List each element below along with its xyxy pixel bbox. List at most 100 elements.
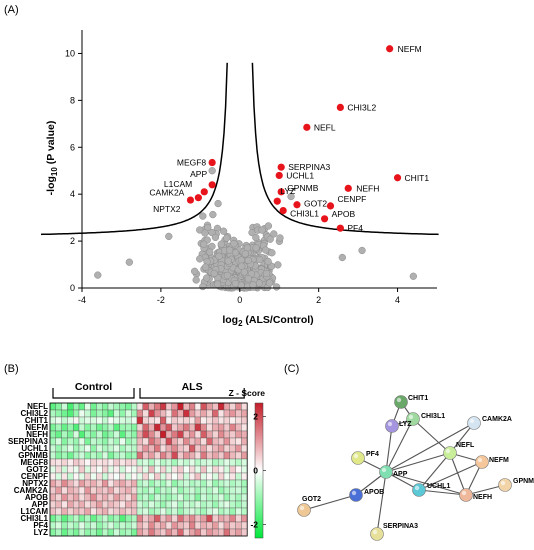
significant-point [279, 207, 287, 215]
heatmap-cell [229, 409, 236, 418]
heatmap-cell [96, 423, 103, 432]
heatmap-cell [78, 528, 85, 537]
heatmap-cell [90, 423, 97, 432]
data-point [409, 272, 417, 280]
heatmap-cell [206, 528, 213, 537]
heatmap-cell [212, 444, 219, 453]
heatmap-cell [206, 437, 213, 446]
heatmap-cell [90, 444, 97, 453]
heatmap-cell [125, 472, 132, 481]
data-point [255, 279, 264, 287]
heatmap-cell [102, 507, 109, 516]
network-edge [418, 461, 483, 491]
network-node [297, 503, 311, 517]
data-point [201, 229, 209, 237]
heatmap-cell [73, 465, 80, 474]
heatmap-cell [49, 444, 56, 453]
data-point [209, 210, 217, 219]
heatmap-cell [235, 409, 242, 418]
heatmap-cell [142, 458, 149, 467]
heatmap-border [49, 402, 248, 537]
heatmap-cell [125, 521, 132, 530]
heatmap-cell [160, 451, 167, 460]
heatmap-cell [200, 493, 207, 502]
heatmap-cell [55, 521, 62, 530]
heatmap-cell [142, 451, 149, 460]
data-point [238, 262, 246, 270]
heatmap-cell [78, 402, 85, 411]
heatmap-cell [55, 409, 62, 418]
heatmap-cell [67, 465, 74, 474]
heatmap-cell [206, 507, 213, 516]
heatmap-cell [183, 479, 190, 488]
heatmap-cell [96, 528, 103, 537]
heatmap-cell [223, 451, 230, 460]
heatmap-cell [229, 465, 236, 474]
heatmap-cell [107, 486, 114, 495]
heatmap-cell [78, 451, 85, 460]
heatmap-cell [183, 528, 190, 537]
heatmap-cell [223, 528, 230, 537]
heatmap-cell [241, 514, 248, 523]
heatmap-cell [73, 500, 80, 509]
network-edge [385, 471, 467, 496]
heatmap-cell [102, 486, 109, 495]
heatmap-cell [142, 444, 149, 453]
heatmap-cell [206, 514, 213, 523]
heatmap-cell [84, 500, 91, 509]
heatmap-cell [73, 423, 80, 432]
point-label: MEGF8 [177, 158, 207, 168]
heatmap-cell [67, 479, 74, 488]
heatmap-cell [241, 528, 248, 537]
heatmap-cell [223, 444, 230, 453]
heatmap-cell [189, 528, 196, 537]
heatmap-cell [154, 514, 161, 523]
heatmap-cell [165, 423, 172, 432]
heatmap-cell [67, 409, 74, 418]
heatmap-cell [206, 521, 213, 530]
heatmap-cell [125, 514, 132, 523]
heatmap-cell [160, 479, 167, 488]
heatmap-cell [96, 458, 103, 467]
heatmap-cell [160, 458, 167, 467]
heatmap-cell [125, 402, 132, 411]
heatmap-cell [200, 465, 207, 474]
heatmap-cell [55, 528, 62, 537]
heatmap-cell [125, 430, 132, 439]
heatmap-cell [107, 451, 114, 460]
heatmap-cell [200, 514, 207, 523]
heatmap-cell [160, 472, 167, 481]
heatmap-cell [165, 507, 172, 516]
heatmap-cell [119, 479, 126, 488]
network-node-highlight [477, 457, 483, 463]
heatmap-cell [113, 465, 120, 474]
heatmap-cell [177, 465, 184, 474]
data-point [270, 230, 278, 238]
heatmap-cell [102, 423, 109, 432]
heatmap-cell [67, 500, 74, 509]
heatmap-cell [136, 507, 143, 516]
data-point [358, 246, 366, 255]
heatmap-cell [96, 521, 103, 530]
heatmap-cell [177, 514, 184, 523]
data-point [210, 269, 218, 278]
heatmap-cell [96, 465, 103, 474]
data-point [338, 253, 346, 262]
heatmap-cell [154, 451, 161, 460]
heatmap-cell [96, 444, 103, 453]
point-label: CHIT1 [405, 173, 430, 183]
heatmap-cell [67, 444, 74, 453]
point-label: L1CAM [164, 179, 192, 189]
heatmap-cell [177, 409, 184, 418]
network-node-label: GOT2 [302, 496, 321, 503]
heatmap-cell [200, 507, 207, 516]
heatmap-cell [119, 430, 126, 439]
heatmap-cell [223, 521, 230, 530]
network-node [394, 395, 408, 409]
heatmap-cell [177, 423, 184, 432]
data-point [244, 275, 253, 283]
point-label: APOB [332, 209, 356, 219]
heatmap-cell [119, 444, 126, 453]
heatmap-cell [160, 430, 167, 439]
heatmap-cell [206, 402, 213, 411]
